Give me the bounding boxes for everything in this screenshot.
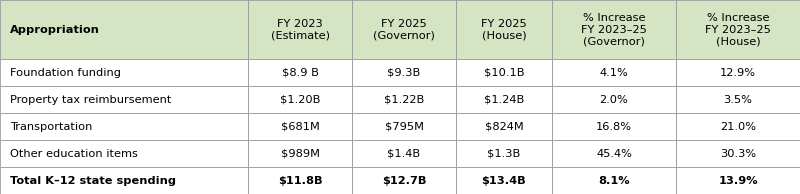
Text: Appropriation: Appropriation: [10, 25, 99, 35]
Text: Transportation: Transportation: [10, 122, 92, 132]
Text: % Increase
FY 2023–25
(House): % Increase FY 2023–25 (House): [705, 13, 771, 47]
Bar: [248, 140, 352, 167]
Bar: [248, 59, 352, 86]
Text: 30.3%: 30.3%: [720, 149, 756, 158]
Bar: [456, 59, 552, 86]
Text: $1.20B: $1.20B: [280, 95, 320, 105]
Bar: [676, 113, 800, 140]
Bar: [352, 167, 456, 194]
Text: FY 2025
(House): FY 2025 (House): [481, 19, 527, 41]
Bar: [456, 86, 552, 113]
Bar: [352, 59, 456, 86]
Bar: [0, 0, 248, 59]
Bar: [676, 140, 800, 167]
Bar: [552, 86, 676, 113]
Text: $795M: $795M: [385, 122, 423, 132]
Bar: [0, 86, 248, 113]
Text: $989M: $989M: [281, 149, 319, 158]
Bar: [0, 140, 248, 167]
Bar: [456, 0, 552, 59]
Text: $1.3B: $1.3B: [487, 149, 521, 158]
Text: $12.7B: $12.7B: [382, 176, 426, 185]
Text: 12.9%: 12.9%: [720, 68, 756, 78]
Text: 3.5%: 3.5%: [723, 95, 753, 105]
Bar: [352, 86, 456, 113]
Bar: [352, 140, 456, 167]
Bar: [676, 0, 800, 59]
Bar: [0, 113, 248, 140]
Text: $11.8B: $11.8B: [278, 176, 322, 185]
Text: $1.24B: $1.24B: [484, 95, 524, 105]
Text: Foundation funding: Foundation funding: [10, 68, 121, 78]
Text: 21.0%: 21.0%: [720, 122, 756, 132]
Bar: [552, 59, 676, 86]
Text: $13.4B: $13.4B: [482, 176, 526, 185]
Text: $9.3B: $9.3B: [387, 68, 421, 78]
Text: $1.22B: $1.22B: [384, 95, 424, 105]
Bar: [456, 167, 552, 194]
Text: $1.4B: $1.4B: [387, 149, 421, 158]
Bar: [248, 113, 352, 140]
Bar: [676, 59, 800, 86]
Text: Other education items: Other education items: [10, 149, 138, 158]
Text: FY 2025
(Governor): FY 2025 (Governor): [373, 19, 435, 41]
Bar: [552, 113, 676, 140]
Text: Property tax reimbursement: Property tax reimbursement: [10, 95, 171, 105]
Bar: [352, 0, 456, 59]
Bar: [552, 0, 676, 59]
Text: 8.1%: 8.1%: [598, 176, 630, 185]
Bar: [248, 167, 352, 194]
Bar: [456, 140, 552, 167]
Bar: [552, 167, 676, 194]
Text: $10.1B: $10.1B: [484, 68, 524, 78]
Bar: [248, 86, 352, 113]
Text: % Increase
FY 2023–25
(Governor): % Increase FY 2023–25 (Governor): [581, 13, 647, 47]
Bar: [0, 59, 248, 86]
Text: Total K–12 state spending: Total K–12 state spending: [10, 176, 176, 185]
Bar: [552, 140, 676, 167]
Text: $8.9 B: $8.9 B: [282, 68, 318, 78]
Text: $824M: $824M: [485, 122, 523, 132]
Text: 45.4%: 45.4%: [596, 149, 632, 158]
Bar: [352, 113, 456, 140]
Text: 4.1%: 4.1%: [600, 68, 628, 78]
Text: FY 2023
(Estimate): FY 2023 (Estimate): [270, 19, 330, 41]
Text: 13.9%: 13.9%: [718, 176, 758, 185]
Bar: [456, 113, 552, 140]
Text: 2.0%: 2.0%: [600, 95, 628, 105]
Bar: [676, 167, 800, 194]
Bar: [248, 0, 352, 59]
Text: $681M: $681M: [281, 122, 319, 132]
Text: 16.8%: 16.8%: [596, 122, 632, 132]
Bar: [676, 86, 800, 113]
Bar: [0, 167, 248, 194]
